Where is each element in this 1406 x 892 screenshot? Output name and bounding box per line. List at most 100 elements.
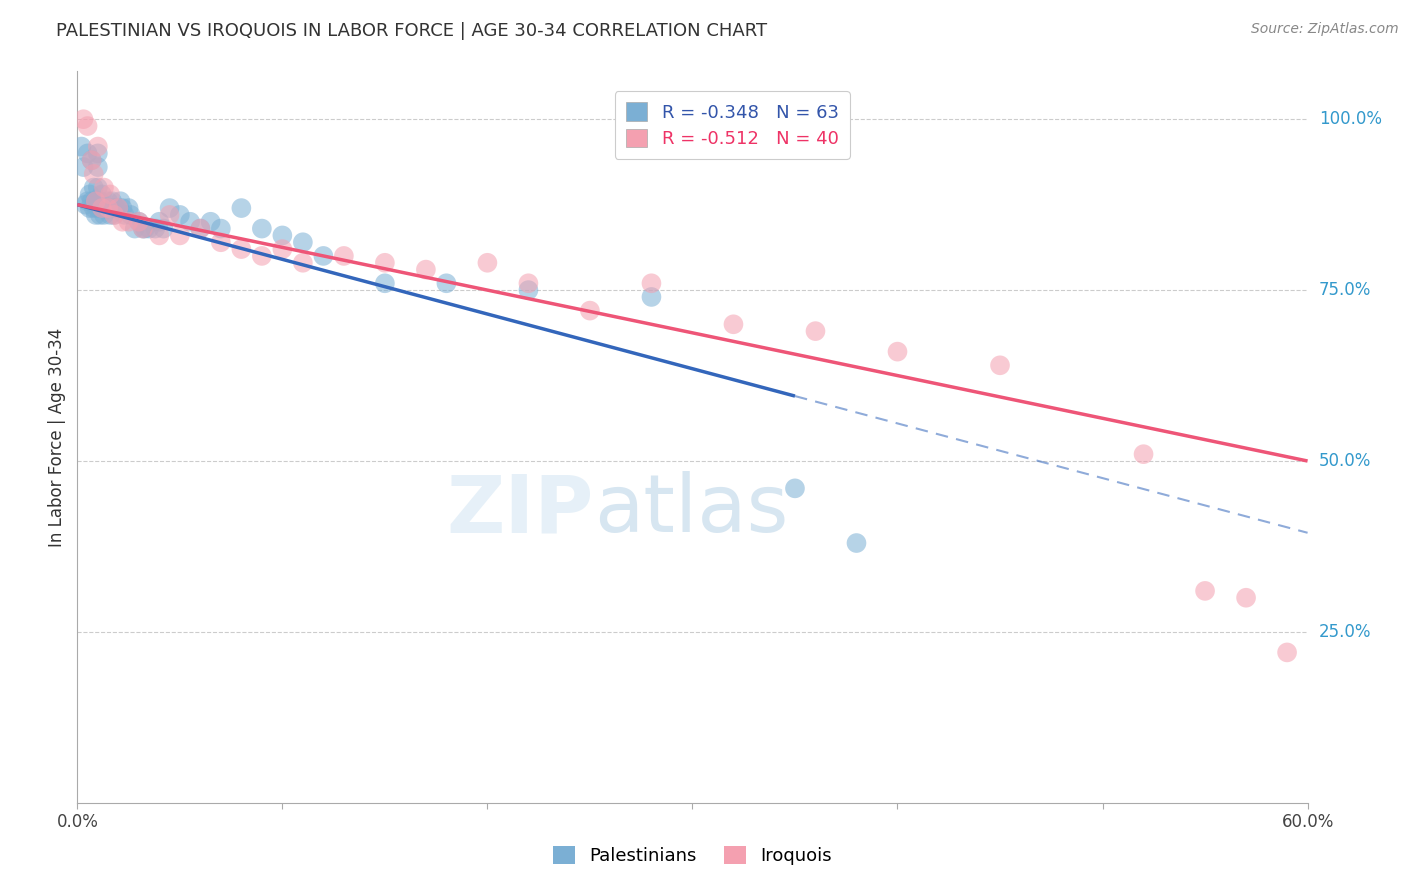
Point	[87, 139, 110, 153]
Point	[75, 197, 97, 211]
Point	[72, 160, 94, 174]
Point	[84, 194, 107, 209]
Point	[148, 228, 170, 243]
Point	[138, 221, 160, 235]
Point	[579, 303, 602, 318]
Point	[93, 208, 115, 222]
Point	[83, 180, 105, 194]
Point	[477, 256, 499, 270]
Point	[783, 481, 806, 495]
Point	[87, 201, 110, 215]
Point	[128, 215, 150, 229]
Point	[988, 359, 1011, 373]
Point	[1275, 645, 1298, 659]
Text: 75.0%: 75.0%	[1319, 281, 1371, 299]
Text: 25.0%: 25.0%	[1319, 623, 1371, 641]
Point	[105, 201, 128, 215]
Point	[98, 208, 121, 222]
Point	[97, 201, 120, 215]
Point	[291, 256, 314, 270]
Point	[640, 277, 662, 291]
Text: PALESTINIAN VS IROQUOIS IN LABOR FORCE | AGE 30-34 CORRELATION CHART: PALESTINIAN VS IROQUOIS IN LABOR FORCE |…	[56, 22, 768, 40]
Point	[148, 215, 170, 229]
Point	[80, 194, 103, 209]
Point	[79, 201, 101, 215]
Point	[374, 277, 396, 291]
Point	[209, 221, 232, 235]
Point	[143, 221, 166, 235]
Point	[107, 201, 129, 215]
Point	[134, 221, 156, 235]
Text: ZIP: ZIP	[447, 471, 595, 549]
Point	[517, 277, 540, 291]
Text: Source: ZipAtlas.com: Source: ZipAtlas.com	[1251, 22, 1399, 37]
Point	[271, 228, 294, 243]
Point	[98, 201, 121, 215]
Point	[312, 249, 335, 263]
Point	[103, 201, 125, 215]
Point	[640, 290, 662, 304]
Point	[84, 208, 107, 222]
Point	[80, 153, 103, 168]
Point	[231, 201, 253, 215]
Point	[72, 112, 94, 127]
Text: 100.0%: 100.0%	[1319, 111, 1382, 128]
Point	[152, 221, 174, 235]
Point	[200, 215, 222, 229]
Point	[111, 201, 134, 215]
Point	[97, 201, 120, 215]
Point	[1194, 583, 1216, 598]
Point	[845, 536, 868, 550]
Point	[188, 221, 212, 235]
Y-axis label: In Labor Force | Age 30-34: In Labor Force | Age 30-34	[48, 327, 66, 547]
Point	[333, 249, 356, 263]
Text: atlas: atlas	[595, 471, 789, 549]
Point	[188, 221, 212, 235]
Point	[159, 208, 181, 222]
Point	[128, 215, 150, 229]
Point	[179, 215, 201, 229]
Point	[1132, 447, 1154, 461]
Point	[124, 221, 146, 235]
Point	[132, 221, 155, 235]
Point	[107, 201, 129, 215]
Point	[250, 249, 273, 263]
Point	[804, 324, 827, 338]
Point	[250, 221, 273, 235]
Point	[89, 208, 111, 222]
Point	[90, 201, 114, 215]
Point	[436, 277, 458, 291]
Point	[101, 194, 124, 209]
Point	[120, 208, 142, 222]
Point	[886, 344, 908, 359]
Point	[90, 187, 114, 202]
Point	[169, 228, 191, 243]
Point	[89, 194, 111, 209]
Point	[93, 201, 115, 215]
Point	[209, 235, 232, 250]
Point	[98, 187, 121, 202]
Point	[94, 201, 117, 215]
Point	[87, 180, 110, 194]
Point	[271, 242, 294, 256]
Point	[70, 139, 93, 153]
Point	[169, 208, 191, 222]
Point	[117, 201, 139, 215]
Point	[415, 262, 437, 277]
Point	[90, 201, 114, 215]
Point	[76, 146, 98, 161]
Point	[76, 119, 98, 133]
Point	[723, 318, 745, 332]
Text: 50.0%: 50.0%	[1319, 452, 1371, 470]
Point	[132, 221, 155, 235]
Point	[80, 153, 103, 168]
Point	[79, 187, 101, 202]
Point	[87, 146, 110, 161]
Point	[291, 235, 314, 250]
Point	[87, 160, 110, 174]
Point	[97, 194, 120, 209]
Point	[231, 242, 253, 256]
Point	[1234, 591, 1257, 605]
Point	[110, 194, 132, 209]
Point	[103, 208, 125, 222]
